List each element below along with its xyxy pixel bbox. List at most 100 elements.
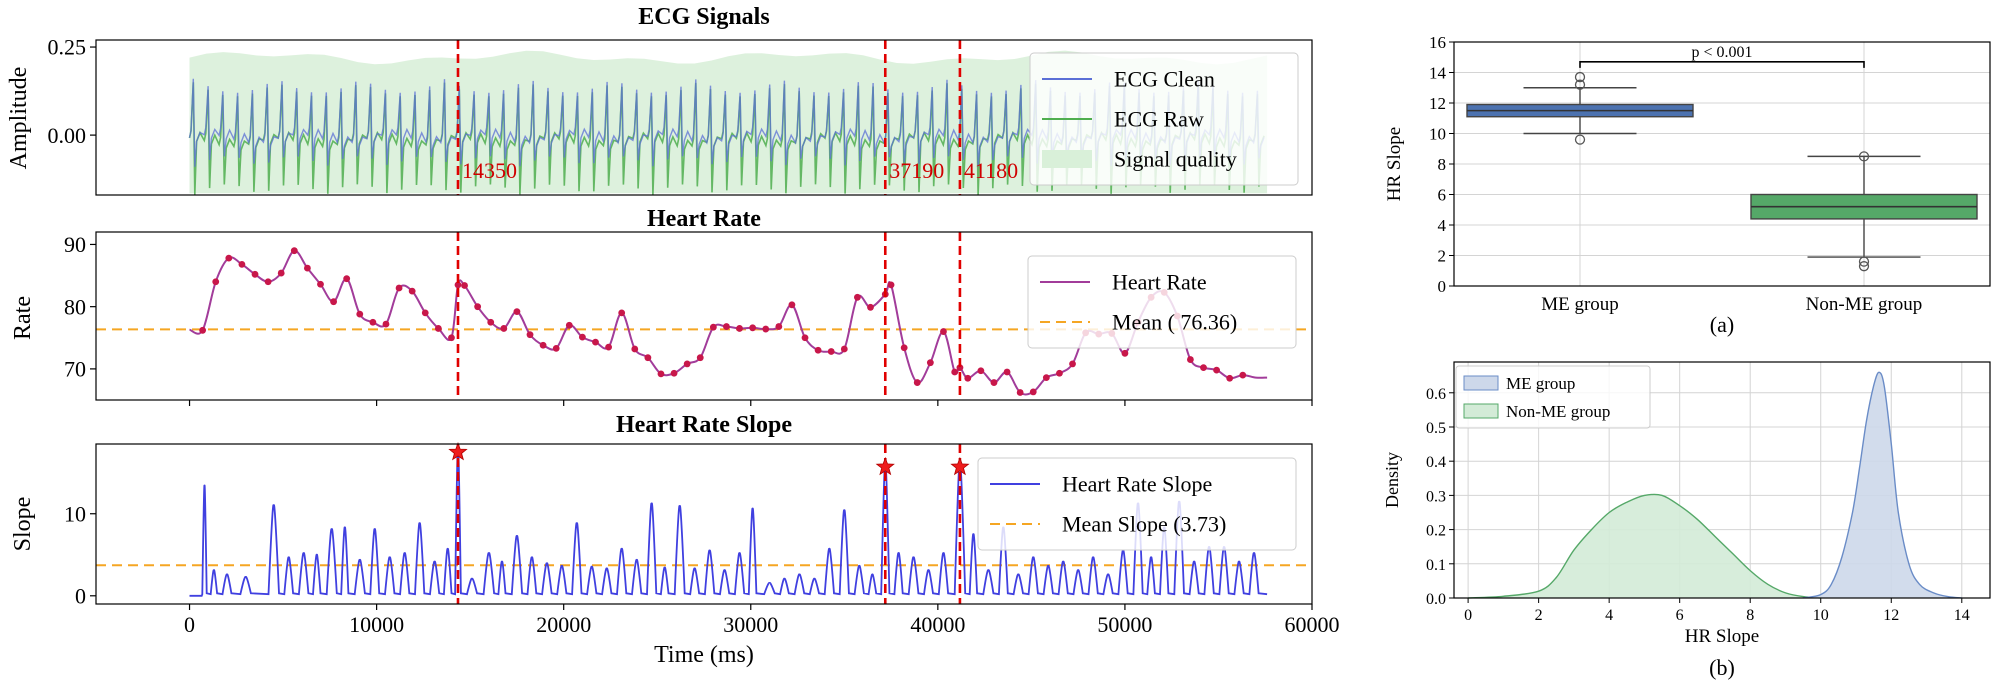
heart-rate-point	[657, 370, 665, 378]
heart-rate-point	[317, 280, 324, 288]
heart-rate-point	[683, 360, 691, 368]
heart-rate-point	[1003, 368, 1011, 376]
heart-rate-point	[251, 270, 259, 278]
y-tick-label: 0.25	[48, 35, 87, 60]
y-tick-label: 0.0	[1426, 591, 1446, 608]
significance-bracket	[1579, 61, 1865, 68]
heart-rate-point	[723, 323, 730, 330]
heart-rate-point	[749, 324, 757, 332]
heart-rate-point	[474, 303, 482, 311]
heart-rate-point	[940, 328, 947, 335]
y-tick-label: 2	[1438, 247, 1447, 266]
outlier-point	[1858, 151, 1870, 162]
x-tick-label: 4	[1605, 607, 1613, 624]
heart-rate-point	[434, 325, 442, 332]
panel-caption: (b)	[1709, 655, 1735, 680]
heart-rate-point	[277, 269, 285, 277]
x-tick-label: 8	[1746, 607, 1754, 624]
legend-swatch	[1042, 150, 1092, 168]
heart-rate-point	[977, 367, 985, 375]
heart-rate-point	[801, 334, 809, 342]
legend: Heart Rate Slope Mean Slope (3.73)	[977, 457, 1297, 551]
heart-rate-point	[448, 334, 455, 342]
heart-rate-point	[788, 301, 796, 309]
heart-rate-point	[1213, 366, 1220, 374]
y-tick-label: 12	[1429, 94, 1446, 113]
heart-rate-point	[539, 341, 547, 349]
heart-rate-point	[303, 264, 311, 272]
heart-rate-point	[1069, 360, 1076, 368]
outlier-point	[1574, 134, 1586, 145]
outlier-point	[1574, 71, 1586, 83]
outlier-point	[1574, 79, 1586, 90]
x-tick-label: 20000	[536, 612, 591, 637]
peak-star-marker	[875, 456, 895, 476]
event-marker-label: 37190	[889, 158, 944, 183]
heart-rate-point	[951, 368, 959, 376]
x-tick-label: 30000	[723, 612, 778, 637]
y-tick-label: 0.2	[1426, 523, 1446, 540]
x-tick-label: 0	[184, 612, 195, 637]
y-tick-label: 14	[1429, 64, 1447, 83]
x-tick-label: 2	[1535, 607, 1543, 624]
heart-rate-point	[199, 326, 207, 334]
heart-rate-point	[408, 287, 416, 295]
heart-rate-point	[565, 321, 573, 329]
y-tick-label: 0.6	[1426, 386, 1446, 403]
x-tick-label: ME group	[1541, 294, 1619, 315]
heart-rate-point	[926, 359, 934, 367]
heart-rate-point	[369, 318, 377, 326]
heart-rate-point	[526, 331, 534, 339]
heart-rate-point	[395, 284, 403, 292]
legend-label: Non-ME group	[1506, 402, 1610, 421]
panel-caption: (a)	[1710, 312, 1734, 337]
heart-rate-point	[238, 260, 246, 268]
event-marker-label: 41180	[964, 158, 1018, 183]
chart-title: Heart Rate	[647, 206, 761, 232]
box-plot-frame	[1453, 41, 1991, 287]
legend-label: Heart Rate Slope	[1062, 472, 1212, 497]
heart-rate-point	[670, 369, 678, 377]
heart-rate-point	[900, 344, 908, 352]
heart-rate-point	[500, 325, 508, 332]
legend: ME group Non-ME group	[1455, 365, 1651, 429]
density-line	[1802, 371, 1962, 599]
legend-label: Signal quality	[1114, 147, 1237, 172]
legend-swatch	[1463, 375, 1499, 391]
x-axis-label: HR Slope	[1685, 626, 1759, 647]
heart-rate-point	[762, 325, 770, 333]
heart-rate-point	[605, 343, 612, 351]
heart-rate-point	[461, 282, 468, 289]
x-tick-label: 0	[1464, 607, 1472, 624]
slope-plot-frame	[95, 443, 1313, 605]
x-tick-label: 40000	[910, 612, 965, 637]
y-tick-label: 70	[64, 357, 86, 382]
event-marker-label: 14350	[462, 158, 517, 183]
x-tick-label: 10	[1813, 607, 1829, 624]
legend-label: ECG Raw	[1114, 107, 1204, 132]
heart-rate-point	[1121, 349, 1129, 357]
significance-label: p < 0.001	[1691, 44, 1752, 61]
peak-star-marker	[950, 456, 970, 476]
legend-label: Mean ( 76.36)	[1112, 310, 1237, 335]
legend: Heart Rate Mean ( 76.36)	[1027, 255, 1297, 349]
y-tick-label: 10	[1429, 125, 1446, 144]
heart-rate-point	[343, 275, 351, 283]
heart-rate-point	[421, 309, 429, 317]
heart-rate-point	[552, 344, 560, 352]
heart-rate-point	[736, 325, 743, 332]
y-tick-label: 80	[64, 294, 86, 319]
density-plot-frame	[1453, 361, 1991, 599]
x-tick-label: 50000	[1097, 612, 1152, 637]
heart-rate-point	[827, 348, 835, 355]
x-tick-label: 14	[1954, 607, 1970, 624]
legend-box	[1455, 365, 1651, 429]
y-tick-label: 0	[75, 583, 86, 608]
heart-rate-point	[618, 309, 626, 317]
heart-rate-point	[854, 293, 861, 301]
y-tick-label: 0.00	[48, 123, 87, 148]
heart-rate-point	[579, 333, 586, 341]
legend-label: ME group	[1506, 374, 1575, 393]
heart-rate-point	[225, 254, 233, 262]
outlier-point	[1858, 256, 1870, 267]
